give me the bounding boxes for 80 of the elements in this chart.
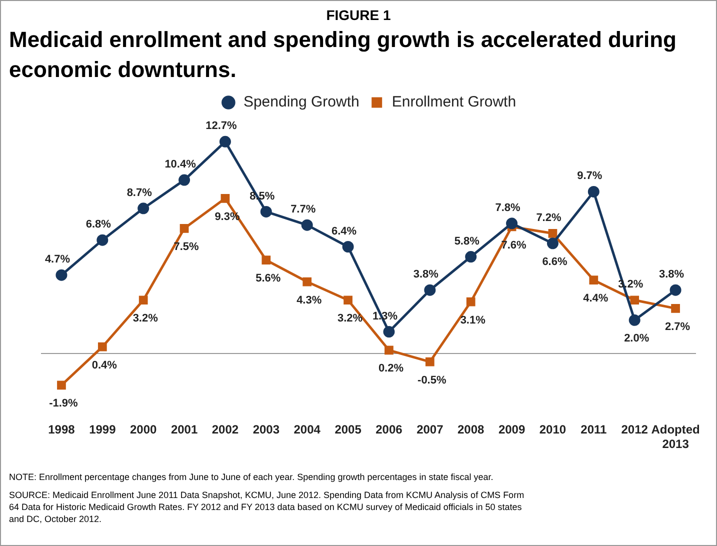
source-note: SOURCE: Medicaid Enrollment June 2011 Data Snapshot, KCMU, June 2012. Spending Data from KCMU Analysis of CMS Form 64 Data for Historic Medicaid Growth Rates. FY 2012 and FY 2013 data based on KCMU survey of Medicaid officials in 50 states and DC, October 2012. [9, 489, 526, 525]
data-label: 6.4% [331, 225, 357, 238]
data-label: 9.7% [577, 170, 602, 182]
point [301, 219, 313, 231]
data-label: 10.4% [164, 158, 196, 171]
point [262, 256, 271, 265]
data-label: 12.7% [206, 120, 238, 132]
chart-title: Medicaid enrollment and spending growth is accelerated during economic downturns. [9, 26, 678, 84]
point [465, 251, 477, 263]
data-label: 3.2% [337, 312, 363, 325]
chart-subtitle: FIGURE 1 [325, 7, 392, 23]
point [548, 228, 558, 238]
point [466, 297, 476, 306]
data-label: 5.8% [454, 235, 480, 248]
data-label: 3.8% [658, 268, 684, 281]
x-tick-label: 2009 [498, 422, 526, 437]
legend-label: Spending Growth [243, 94, 360, 111]
data-label: 3.1% [460, 314, 486, 326]
x-tick-label: 2008 [457, 422, 485, 437]
point [546, 238, 558, 250]
data-label: 7.7% [290, 204, 316, 216]
point [260, 206, 272, 218]
point [671, 304, 680, 313]
x-tick-label: 2001 [170, 422, 198, 437]
x-tick-label: 2005 [334, 422, 362, 437]
data-label: -1.9% [49, 398, 78, 410]
point [302, 277, 312, 286]
x-tick-label: 1999 [89, 422, 116, 437]
x-tick-label: Adopted 2013 [651, 422, 700, 452]
point [424, 284, 436, 296]
point [220, 194, 230, 203]
point [219, 136, 231, 148]
point [344, 296, 352, 305]
x-tick-label: 2012 [621, 422, 648, 437]
point [96, 234, 108, 246]
point [56, 269, 68, 281]
data-label: 7.2% [536, 212, 562, 224]
data-label: 4.4% [583, 292, 608, 305]
x-tick-label: 2011 [580, 422, 607, 437]
x-tick-label: 2006 [376, 422, 403, 437]
point [138, 202, 150, 214]
point [628, 314, 640, 326]
point [425, 357, 434, 366]
x-tick-label: 2007 [416, 422, 444, 437]
data-label: 3.8% [413, 268, 439, 281]
point [506, 218, 518, 230]
data-label: 8.7% [126, 186, 152, 199]
x-tick-label: 2003 [252, 422, 280, 437]
text: NOTE: Enrollment percentage changes from June to June of each year. Spending growth percentages in state fiscal year. [9, 471, 494, 483]
point [630, 296, 640, 305]
data-label: 7.5% [174, 240, 200, 253]
data-label: 7.8% [495, 202, 521, 214]
point [670, 284, 682, 296]
data-label: 4.3% [296, 294, 322, 306]
point [588, 186, 600, 198]
point [180, 224, 189, 233]
point [138, 296, 148, 305]
data-label: 3.2% [132, 312, 158, 325]
data-label: 2.7% [664, 320, 690, 333]
point [98, 342, 107, 352]
legend-label: Enrollment Growth [392, 94, 516, 111]
point [57, 380, 66, 390]
data-label: 0.2% [378, 362, 404, 375]
x-tick-label: 2010 [539, 422, 566, 437]
data-label: 5.6% [256, 272, 281, 285]
data-label: 4.7% [44, 254, 70, 266]
x-tick-label: 1998 [48, 422, 76, 437]
data-label: 6.6% [542, 256, 568, 268]
data-label: 2.0% [624, 332, 650, 345]
data-label: -0.5% [418, 374, 446, 386]
point [589, 276, 598, 285]
point [383, 326, 395, 338]
point [384, 346, 394, 355]
data-label: 6.8% [86, 218, 112, 231]
point [342, 241, 354, 252]
point [178, 174, 190, 186]
x-tick-label: 2004 [294, 422, 321, 437]
x-tick-label: 2002 [212, 422, 239, 437]
data-label: 0.4% [92, 359, 118, 372]
x-tick-label: 2000 [130, 422, 158, 437]
